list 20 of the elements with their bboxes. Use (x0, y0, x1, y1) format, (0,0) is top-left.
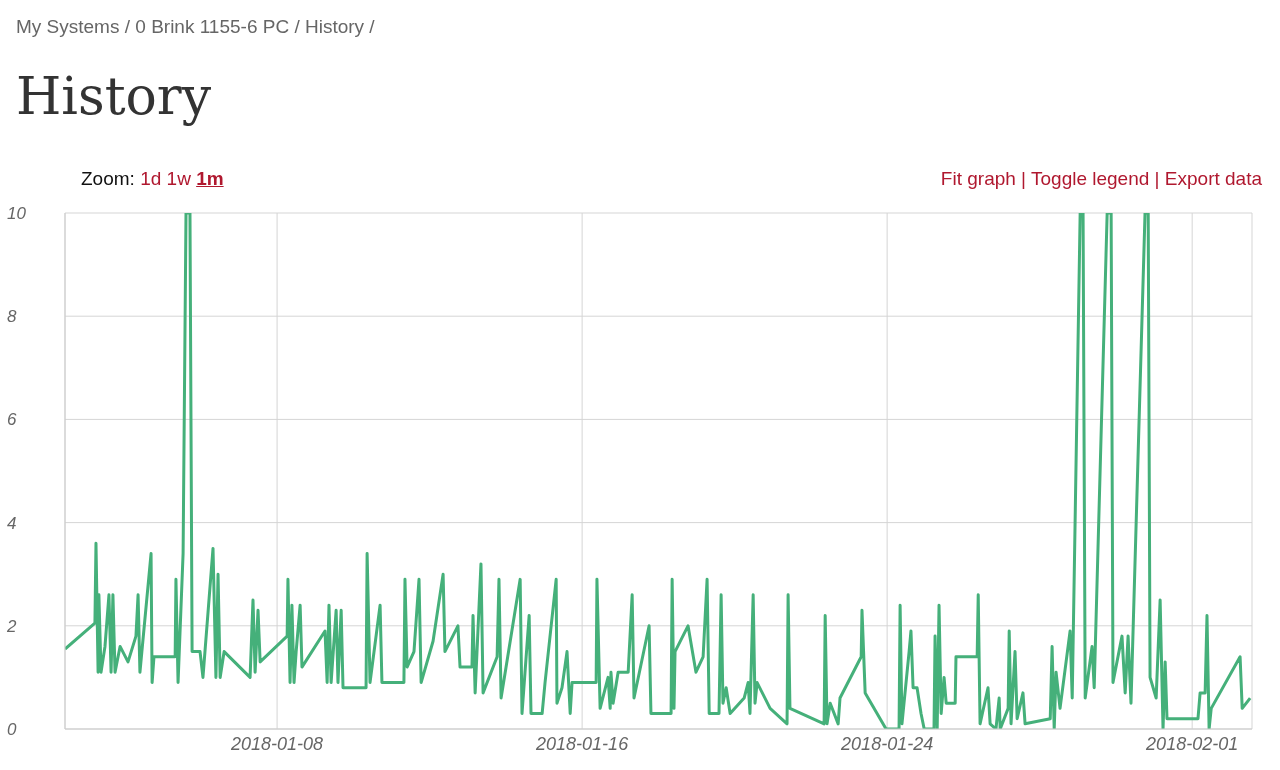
text: 1d (140, 168, 162, 189)
y-tick-label: 2 (6, 616, 17, 636)
y-tick-label: 10 (7, 204, 27, 224)
text: Fit graph | (940, 168, 1027, 189)
line-series (65, 213, 1252, 729)
text: 1w (166, 168, 191, 189)
text: Toggle legend | (1031, 168, 1160, 189)
y-tick-label: 8 (7, 307, 17, 327)
text: Export data (1164, 168, 1262, 189)
x-tick-label: 2018-02-01 (1145, 733, 1239, 754)
y-tick-label: 6 (7, 410, 17, 430)
x-tick-label: 2018-01-08 (230, 733, 324, 754)
y-tick-label: 0 (7, 720, 17, 740)
text: My Systems / 0 Brink 1155-6 PC / History / (16, 16, 375, 38)
x-tick-label: 2018-01-16 (535, 733, 630, 754)
text: 1m (196, 168, 224, 189)
chart-title: History (16, 66, 212, 126)
text: Zoom: (81, 168, 135, 189)
x-tick-label: 2018-01-24 (840, 733, 934, 754)
y-tick-label: 4 (7, 513, 17, 533)
